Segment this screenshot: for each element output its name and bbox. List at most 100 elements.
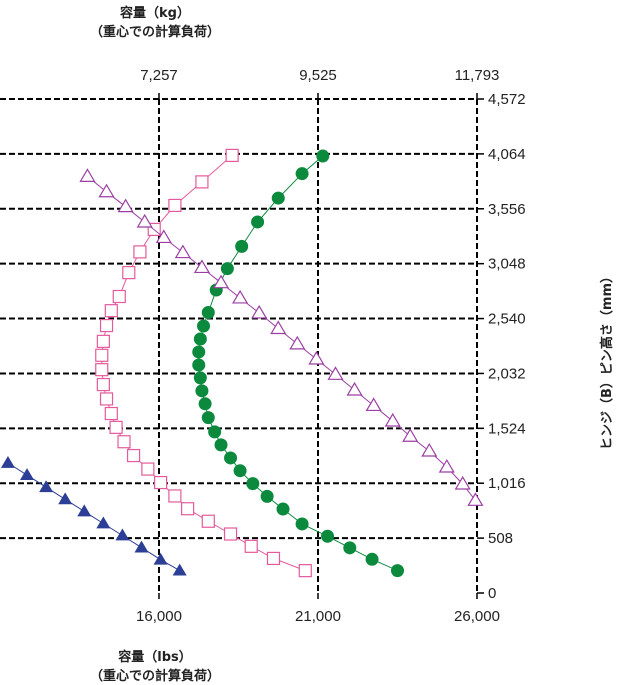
data-point: [402, 428, 419, 442]
data-point: [212, 274, 230, 289]
top-tick-label: 9,525: [299, 67, 337, 84]
data-point: [266, 551, 281, 566]
data-point: [225, 148, 239, 163]
data-point: [112, 289, 126, 304]
data-point: [133, 245, 147, 259]
series-line-3: [7, 462, 180, 572]
bottom-axis-title-line1: 容量（lbs）: [117, 649, 192, 665]
data-point: [327, 366, 344, 380]
data-point: [271, 191, 285, 205]
data-point: [155, 229, 172, 244]
data-point: [99, 392, 114, 406]
data-point: [134, 540, 149, 553]
top-axis-title-line2: （重心での計算負荷）: [90, 24, 220, 40]
data-point: [308, 350, 325, 365]
data-point: [193, 371, 207, 385]
right-tick-label: 2,032: [488, 365, 526, 382]
right-tick-label: 2,540: [488, 311, 526, 328]
data-point: [233, 464, 247, 478]
right-axis-title: ヒンジ（B）ピン高さ（mm）: [599, 270, 615, 450]
data-point: [39, 480, 54, 493]
data-point: [223, 527, 238, 541]
data-point: [0, 456, 15, 468]
right-tick-label: 1,524: [488, 420, 526, 437]
right-tick-label: 3,048: [488, 256, 526, 273]
data-point: [391, 564, 404, 578]
data-point: [172, 563, 187, 576]
data-point: [193, 259, 210, 274]
data-point: [298, 564, 312, 578]
top-tick-label: 11,793: [455, 67, 500, 84]
data-point: [98, 183, 115, 198]
right-tick-label: 3,556: [488, 201, 526, 218]
data-point: [79, 168, 96, 182]
data-point: [201, 514, 215, 528]
data-point: [201, 411, 215, 425]
data-point: [99, 318, 114, 333]
bottom-tick-label: 16,000: [136, 608, 182, 625]
data-point: [198, 397, 212, 411]
data-point: [224, 451, 238, 465]
series-line-0: [198, 155, 398, 572]
data-point: [109, 420, 123, 434]
data-point: [117, 198, 134, 213]
data-point: [141, 462, 155, 476]
data-point: [192, 345, 206, 359]
data-point: [115, 528, 130, 541]
data-point: [208, 425, 222, 439]
data-point: [467, 492, 484, 506]
data-point: [58, 492, 73, 505]
data-point: [197, 319, 211, 333]
top-axis-title-line1: 容量（kg）: [119, 5, 190, 21]
data-point: [365, 552, 379, 566]
data-point: [181, 502, 195, 516]
data-point: [246, 477, 260, 491]
data-point: [195, 175, 209, 189]
data-point: [95, 363, 109, 377]
data-point: [96, 377, 110, 392]
data-point: [77, 504, 92, 517]
right-tick-label: 4,572: [488, 91, 526, 108]
data-point: [174, 244, 191, 259]
data-point: [117, 435, 131, 449]
data-point: [251, 304, 268, 319]
data-point: [122, 266, 136, 280]
data-point: [438, 458, 455, 473]
bottom-tick-label: 21,000: [295, 608, 341, 625]
right-tick-label: 4,064: [488, 146, 526, 163]
data-point: [289, 335, 306, 350]
series: [0, 148, 484, 578]
right-tick-label: 508: [488, 530, 513, 547]
bottom-tick-label: 26,000: [454, 608, 500, 625]
data-point: [316, 149, 330, 163]
data-point: [343, 541, 357, 555]
data-point: [201, 306, 215, 320]
data-point: [126, 448, 141, 463]
series-line-2: [87, 176, 476, 501]
data-point: [168, 198, 182, 213]
data-point: [454, 475, 471, 490]
data-point: [251, 215, 265, 229]
data-point: [235, 239, 249, 253]
data-point: [153, 475, 168, 490]
data-point: [193, 332, 207, 346]
data-point: [346, 381, 363, 396]
data-point: [421, 442, 438, 457]
data-point: [168, 489, 182, 503]
data-point: [136, 213, 153, 228]
data-point: [95, 348, 109, 362]
data-point: [153, 552, 168, 565]
data-point: [192, 358, 206, 372]
data-point: [295, 167, 309, 181]
data-point: [232, 289, 249, 304]
data-point: [96, 334, 110, 348]
top-tick-label: 7,257: [140, 67, 178, 84]
grid: [0, 98, 477, 593]
data-point: [96, 516, 111, 529]
data-point: [295, 517, 309, 531]
axes: 0 508 1,016 1,524 2,032 2,540 3,048 3,556 4,064 4…: [136, 67, 525, 625]
data-point: [244, 539, 258, 553]
data-point: [220, 262, 234, 276]
data-point: [270, 320, 287, 335]
